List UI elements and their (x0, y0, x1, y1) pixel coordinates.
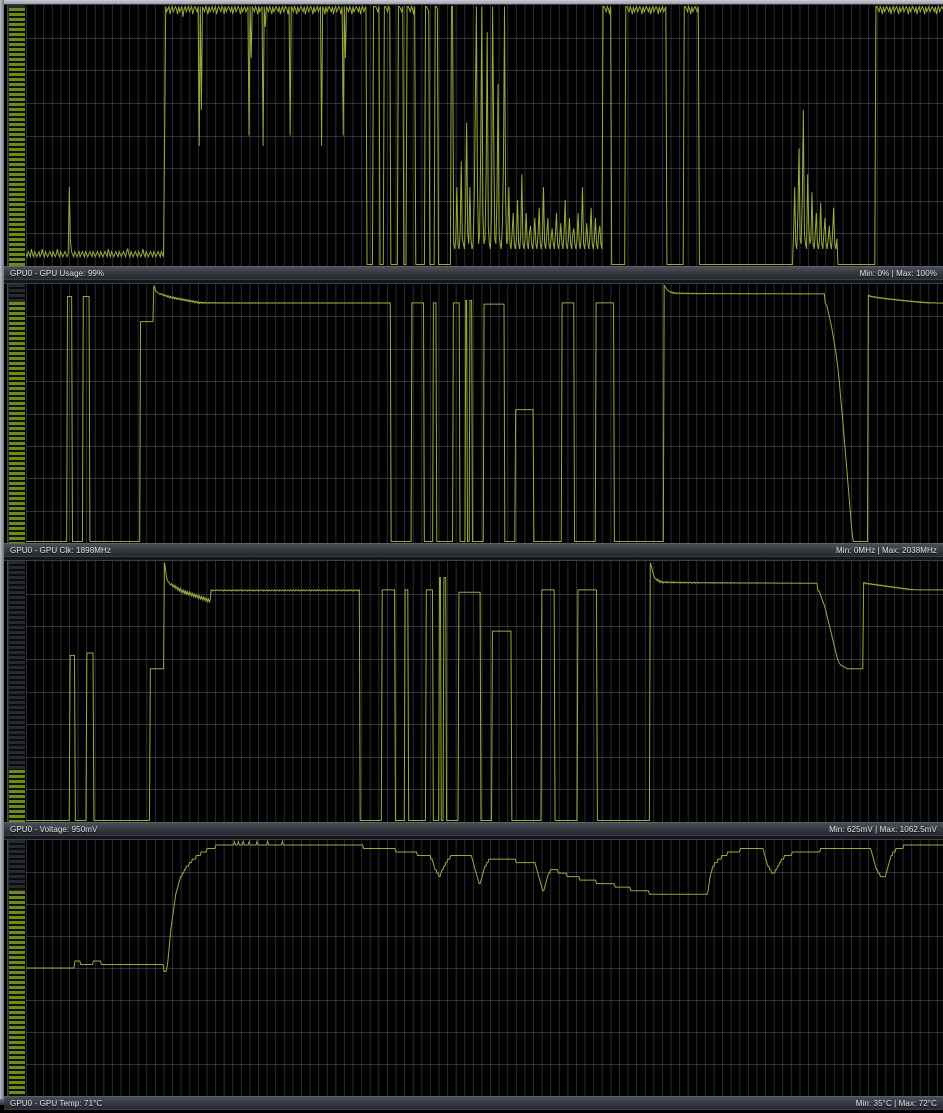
panel-minmax-gpu-usage: Min: 0% | Max: 100% (859, 268, 937, 278)
plot-area-gpu-usage[interactable] (4, 5, 943, 266)
grid-gpu-temp (26, 840, 943, 1096)
plot-area-gpu-temp[interactable] (4, 840, 943, 1096)
panel-minmax-gpu-voltage: Min: 625mV | Max: 1062.5mV (829, 824, 937, 834)
plot-area-gpu-voltage[interactable] (4, 561, 943, 822)
panel-label-gpu-temp: GPU0 - GPU Temp: 71°C (10, 1098, 103, 1108)
panel-footer-gpu-clock: GPU0 - GPU Clk: 1898MHz Min: 0MHz | Max:… (4, 543, 943, 556)
grid-gpu-usage (26, 5, 943, 266)
panel-footer-gpu-voltage: GPU0 - Voltage: 950mV Min: 625mV | Max: … (4, 822, 943, 835)
window-frame-left (0, 0, 4, 1105)
graph-panel-list: GPU0 - GPU Usage: 99% Min: 0% | Max: 100… (4, 4, 943, 1113)
panel-minmax-gpu-temp: Min: 35°C | Max: 72°C (855, 1098, 937, 1108)
trace-gpu-usage (26, 5, 943, 266)
grid-horizontal-lines-2 (26, 561, 943, 822)
graph-panel-gpu-temp[interactable]: GPU0 - GPU Temp: 71°C Min: 35°C | Max: 7… (4, 839, 943, 1110)
grid-horizontal-lines-3 (26, 840, 943, 1096)
graph-panel-gpu-usage[interactable]: GPU0 - GPU Usage: 99% Min: 0% | Max: 100… (4, 4, 943, 280)
trace-gpu-clock (26, 284, 943, 543)
level-meter-gpu-voltage (7, 561, 25, 822)
grid-gpu-clock (26, 284, 943, 543)
panel-label-gpu-usage: GPU0 - GPU Usage: 99% (10, 268, 105, 278)
level-meter-gpu-temp (7, 840, 25, 1096)
grid-horizontal-lines-0 (26, 5, 943, 266)
grid-gpu-voltage (26, 561, 943, 822)
panel-label-gpu-clock: GPU0 - GPU Clk: 1898MHz (10, 545, 111, 555)
trace-gpu-voltage (26, 561, 943, 822)
window-frame-top (0, 0, 943, 4)
graph-panel-gpu-clock[interactable]: GPU0 - GPU Clk: 1898MHz Min: 0MHz | Max:… (4, 283, 943, 557)
plot-area-gpu-clock[interactable] (4, 284, 943, 543)
panel-label-gpu-voltage: GPU0 - Voltage: 950mV (10, 824, 98, 834)
trace-gpu-temp (26, 840, 943, 1096)
level-meter-gpu-clock (7, 284, 25, 543)
panel-minmax-gpu-clock: Min: 0MHz | Max: 2038MHz (836, 545, 937, 555)
level-meter-gpu-usage (7, 5, 25, 266)
panel-footer-gpu-usage: GPU0 - GPU Usage: 99% Min: 0% | Max: 100… (4, 266, 943, 279)
panel-footer-gpu-temp: GPU0 - GPU Temp: 71°C Min: 35°C | Max: 7… (4, 1096, 943, 1109)
graph-panel-gpu-voltage[interactable]: GPU0 - Voltage: 950mV Min: 625mV | Max: … (4, 560, 943, 836)
